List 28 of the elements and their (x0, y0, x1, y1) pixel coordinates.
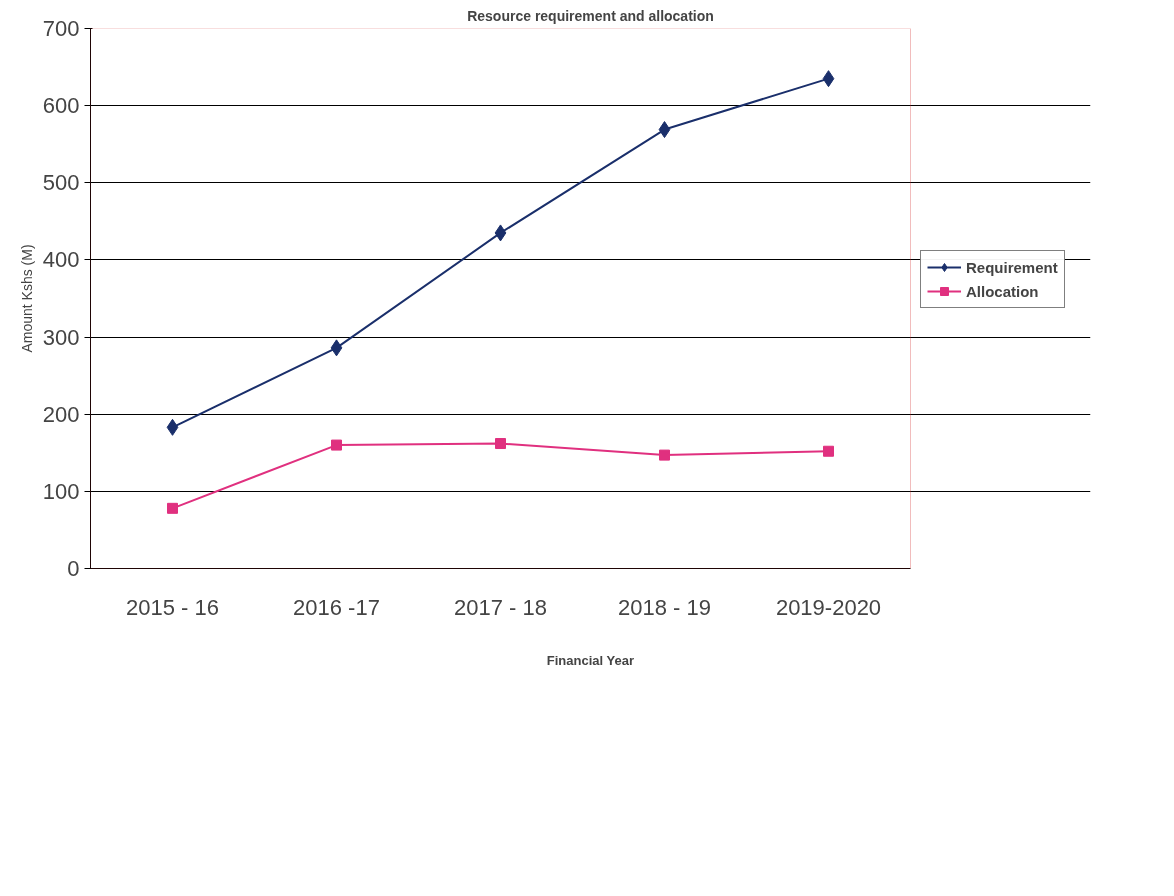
y-tick-label: 600 (42, 93, 80, 119)
legend-label: Allocation (966, 282, 1039, 300)
point (822, 70, 835, 88)
x-tick-label: 2016 -17 (293, 594, 380, 620)
point (494, 224, 507, 242)
y-tick-label: 200 (42, 401, 80, 427)
y-tick-label: 100 (42, 478, 80, 504)
point (331, 439, 342, 451)
x-tick-label: 2017 - 18 (454, 594, 547, 620)
point (495, 438, 506, 450)
y-tick-label: 300 (42, 324, 80, 350)
point (659, 449, 670, 461)
y-tick-label: 0 (67, 556, 80, 581)
point (823, 445, 834, 457)
y-axis-title: Amount Kshs (M) (18, 244, 35, 353)
x-axis-title: Financial Year (546, 652, 634, 668)
y-tick-label: 400 (42, 247, 80, 273)
point (166, 418, 179, 436)
x-tick-label: 2015 - 16 (126, 594, 219, 620)
point (658, 121, 671, 139)
x-tick-label: 2018 - 19 (618, 594, 711, 620)
point (330, 339, 343, 357)
x-tick-label: 2019-2020 (775, 594, 882, 620)
legend-label: Requirement (966, 258, 1058, 276)
y-tick-label: 700 (42, 16, 80, 41)
chart-title: Resource requirement and allocation (467, 7, 714, 24)
point (167, 502, 178, 514)
y-tick-label: 500 (42, 170, 80, 196)
